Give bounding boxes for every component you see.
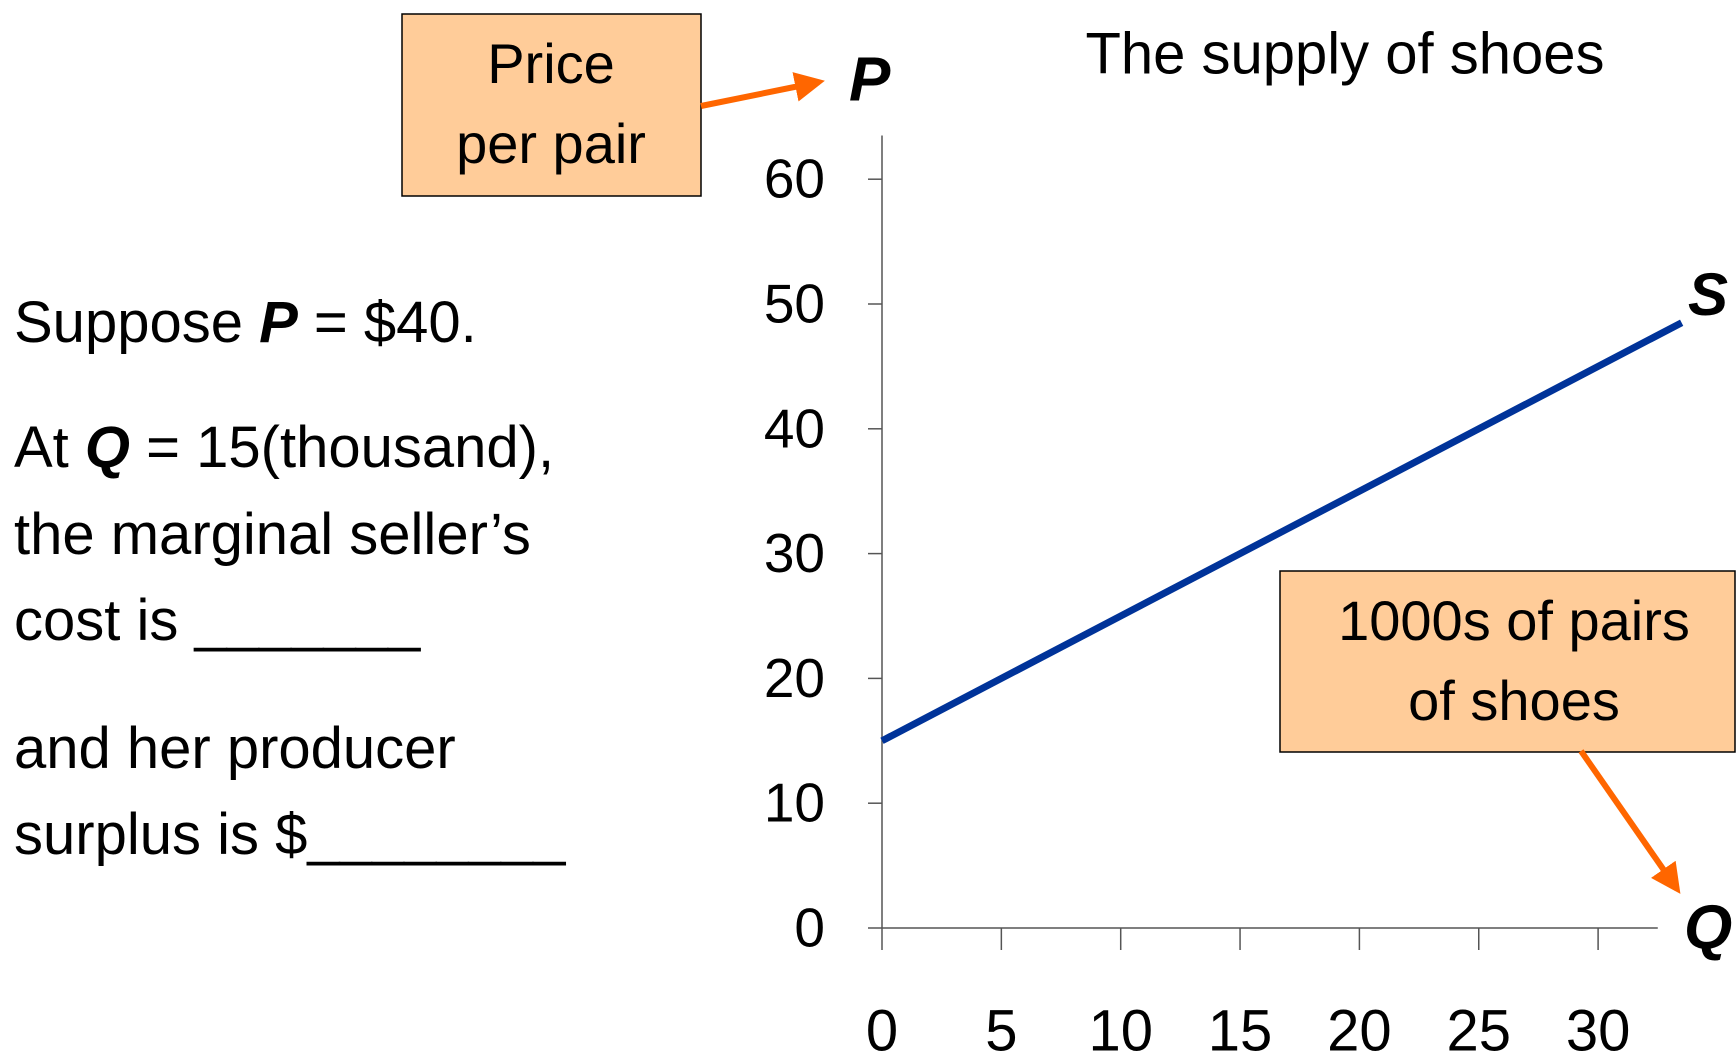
text-segment: and her producer (14, 716, 456, 781)
y-axis-label: P (849, 45, 891, 114)
text-segment: surplus is $________ (14, 802, 566, 867)
question-text: Suppose P = $40. (14, 290, 477, 355)
note-arrow (1578, 749, 1681, 894)
x-tick-label: 25 (1446, 998, 1511, 1062)
y-tick-label: 60 (764, 148, 825, 210)
text-segment: the marginal seller’s (14, 502, 531, 567)
question-text: At Q = 15(thousand), (14, 415, 554, 480)
text-segment: = 15(thousand), (130, 415, 554, 480)
text-segment: = $40. (298, 290, 477, 355)
x-tick-label: 0 (866, 998, 898, 1062)
x-tick-label: 5 (985, 998, 1017, 1062)
series-label: S (1688, 261, 1728, 328)
chart-title: The supply of shoes (1085, 21, 1604, 86)
y-tick-label: 30 (764, 522, 825, 584)
note-text: Price (487, 32, 615, 95)
note-arrow (700, 72, 825, 109)
y-tick-label: 40 (764, 397, 825, 459)
y-tick-label: 20 (764, 647, 825, 709)
question-text: cost is _______ (14, 588, 421, 653)
text-segment: cost is _______ (14, 588, 421, 653)
text-segment: Suppose (14, 290, 259, 355)
text-segment: Q (85, 415, 130, 480)
note-text: per pair (456, 112, 646, 175)
x-tick-label: 30 (1566, 998, 1631, 1062)
note-text: 1000s of pairs (1338, 589, 1690, 652)
supply-line (880, 319, 1684, 744)
x-axis-label: Q (1684, 893, 1732, 962)
note-text: of shoes (1408, 669, 1620, 732)
question-text: surplus is $________ (14, 802, 566, 867)
x-tick-label: 20 (1327, 998, 1392, 1062)
x-tick-label: 15 (1208, 998, 1273, 1062)
question-text: and her producer (14, 716, 456, 781)
text-segment: P (259, 290, 298, 355)
x-tick-label: 10 (1088, 998, 1153, 1062)
y-tick-label: 0 (794, 897, 825, 959)
note-box (401, 13, 702, 197)
y-tick-label: 50 (764, 273, 825, 335)
y-tick-label: 10 (764, 772, 825, 834)
question-text: the marginal seller’s (14, 502, 531, 567)
note-box (1279, 570, 1736, 753)
text-segment: At (14, 415, 85, 480)
